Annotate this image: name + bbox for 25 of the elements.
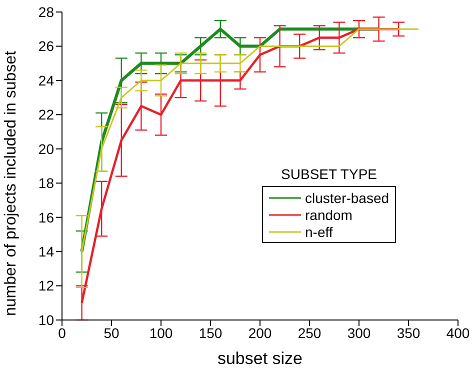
y-tick-label: 12: [38, 278, 54, 294]
y-tick-label: 18: [38, 175, 54, 192]
y-tick-label: 16: [38, 209, 54, 226]
x-axis-title: subset size: [217, 349, 303, 368]
y-tick-label: 26: [38, 38, 54, 54]
x-tick-label: 100: [149, 324, 173, 341]
y-tick-label: 20: [38, 140, 54, 157]
x-tick-label: 400: [446, 324, 470, 341]
y-tick-label: 24: [38, 72, 54, 88]
x-tick-label: 250: [298, 324, 322, 341]
x-tick-label: 350: [396, 324, 420, 341]
legend-label: n-eff: [305, 224, 333, 240]
x-tick-label: 150: [198, 324, 222, 341]
y-tick-label: 22: [38, 106, 54, 123]
legend-label: cluster-based: [305, 190, 390, 206]
y-axis-title: number of projects included in subset: [2, 50, 20, 316]
y-tick-label: 14: [38, 244, 54, 260]
x-tick-label: 200: [248, 324, 272, 341]
legend-label: random: [305, 206, 352, 222]
x-tick-label: 0: [58, 324, 66, 341]
x-tick-label: 50: [104, 324, 120, 341]
x-tick-label: 300: [347, 324, 371, 341]
y-tick-label: 28: [38, 4, 54, 20]
y-tick-label: 10: [38, 312, 54, 328]
legend-title: SUBSET TYPE: [280, 166, 378, 182]
